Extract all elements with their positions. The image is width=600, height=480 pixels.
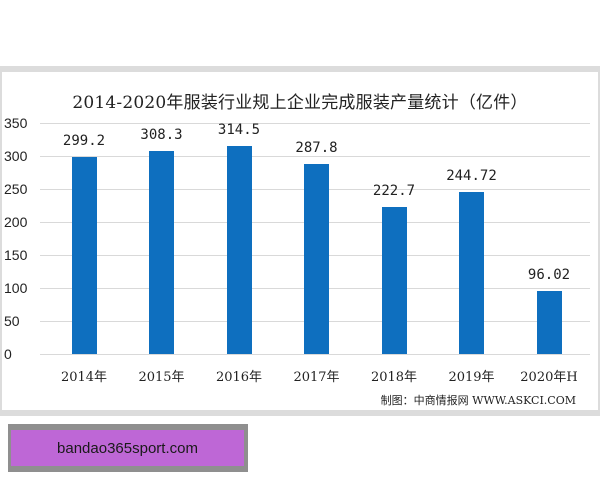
gridline [40, 156, 590, 157]
x-tick-label: 2014年 [60, 370, 108, 385]
bar [149, 150, 174, 354]
y-tick-label: 50 [4, 313, 20, 329]
gridline [40, 354, 590, 355]
x-tick-label: 2016年 [215, 370, 263, 385]
chart-frame: 2014-2020年服装行业规上企业完成服装产量统计（亿件） 制图：中商情报网 … [0, 66, 600, 416]
site-banner[interactable]: bandao365sport.com [8, 424, 248, 472]
y-tick-label: 300 [4, 148, 28, 164]
y-tick-label: 0 [4, 346, 12, 362]
value-label: 244.72 [446, 168, 497, 185]
bar [71, 156, 97, 354]
y-tick-label: 350 [4, 115, 28, 131]
value-label: 299.2 [62, 132, 106, 149]
chart-title: 2014-2020年服装行业规上企业完成服装产量统计（亿件） [72, 93, 528, 113]
value-label: 308.3 [140, 126, 183, 143]
x-tick-label: 2017年 [293, 370, 340, 385]
x-tick-label: 2018年 [370, 370, 418, 385]
bar [304, 164, 329, 354]
x-tick-label: 2015年 [138, 370, 185, 385]
value-label: 314.5 [217, 122, 261, 139]
value-label: 96.02 [527, 266, 571, 283]
bar-chart: 2014-2020年服装行业规上企业完成服装产量统计（亿件） 制图：中商情报网 … [2, 72, 598, 410]
bar [226, 146, 252, 354]
x-tick-label: 2019年 [448, 370, 495, 385]
value-label: 287.8 [295, 140, 338, 157]
y-tick-label: 150 [4, 247, 28, 263]
value-label: 222.7 [372, 183, 416, 200]
y-tick-label: 100 [4, 280, 28, 296]
gridline [40, 123, 590, 124]
bar [536, 290, 562, 354]
chart-source: 制图：中商情报网 WWW.ASKCI.COM [380, 394, 576, 407]
banner-link[interactable]: bandao365sport.com [11, 430, 244, 466]
bar [459, 192, 484, 354]
bar [381, 207, 407, 354]
y-tick-label: 250 [4, 181, 28, 197]
x-tick-label: 2020年H [520, 370, 578, 385]
y-tick-label: 200 [4, 214, 28, 230]
